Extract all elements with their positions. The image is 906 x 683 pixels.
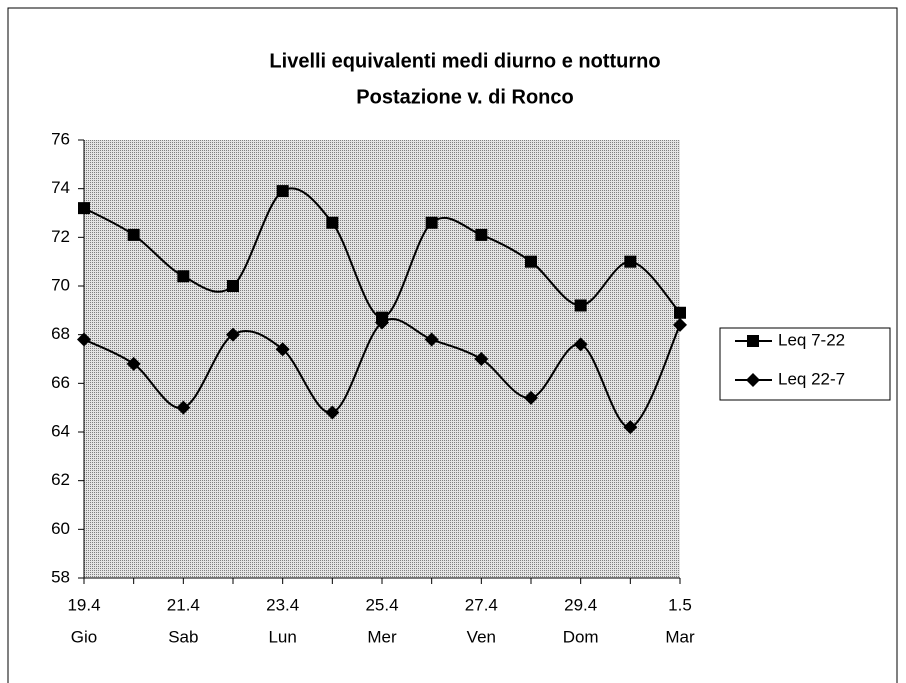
- marker-square: [747, 335, 759, 347]
- chart-subtitle: Postazione v. di Ronco: [356, 86, 573, 108]
- marker-square: [227, 280, 239, 292]
- marker-square: [525, 255, 537, 268]
- x-tick-label: 25.4: [365, 595, 398, 614]
- legend-label: Leq 7-22: [778, 330, 845, 349]
- marker-square: [326, 216, 339, 229]
- x-tick-sublabel: Ven: [467, 627, 496, 646]
- x-tick-sublabel: Gio: [71, 627, 97, 646]
- marker-square: [674, 306, 686, 319]
- legend-label: Leq 22-7: [778, 369, 845, 388]
- y-tick-label: 76: [51, 129, 70, 148]
- marker-diamond: [573, 337, 588, 352]
- marker-diamond: [126, 356, 141, 371]
- x-tick-sublabel: Mar: [665, 627, 695, 646]
- marker-square: [177, 270, 190, 283]
- marker-diamond: [524, 390, 538, 405]
- y-tick-label: 74: [51, 178, 70, 197]
- marker-diamond: [275, 342, 290, 357]
- y-tick-label: 64: [51, 421, 70, 440]
- y-tick-label: 72: [51, 227, 70, 246]
- marker-diamond: [474, 352, 489, 366]
- x-tick-sublabel: Sab: [168, 627, 198, 646]
- marker-square: [624, 255, 637, 268]
- marker-square: [574, 299, 587, 312]
- y-tick-label: 68: [51, 324, 70, 343]
- plot-area: [84, 140, 680, 578]
- x-tick-label: 1.5: [668, 595, 692, 614]
- marker-square: [78, 202, 90, 215]
- marker-diamond: [77, 332, 91, 347]
- marker-diamond: [226, 327, 240, 342]
- x-tick-label: 29.4: [564, 595, 597, 614]
- marker-square: [127, 228, 140, 241]
- marker-diamond: [673, 317, 687, 332]
- marker-diamond: [325, 405, 340, 420]
- x-tick-label: 21.4: [167, 595, 200, 614]
- marker-diamond: [424, 332, 439, 347]
- x-tick-sublabel: Lun: [268, 627, 296, 646]
- marker-diamond: [623, 420, 638, 435]
- y-tick-label: 60: [51, 519, 70, 538]
- marker-diamond: [375, 315, 389, 330]
- x-tick-label: 23.4: [266, 595, 299, 614]
- marker-square: [276, 185, 289, 198]
- x-tick-label: 27.4: [465, 595, 498, 614]
- marker-diamond: [746, 373, 760, 387]
- marker-diamond: [176, 400, 191, 415]
- chart-title: Livelli equivalenti medi diurno e nottur…: [269, 50, 660, 72]
- x-tick-label: 19.4: [67, 595, 100, 614]
- x-tick-sublabel: Dom: [563, 627, 599, 646]
- y-tick-label: 58: [51, 567, 70, 586]
- marker-square: [425, 216, 438, 229]
- y-tick-label: 62: [51, 470, 70, 489]
- marker-square: [475, 228, 488, 241]
- x-tick-sublabel: Mer: [367, 627, 397, 646]
- y-tick-label: 70: [51, 275, 70, 294]
- y-tick-label: 66: [51, 373, 70, 392]
